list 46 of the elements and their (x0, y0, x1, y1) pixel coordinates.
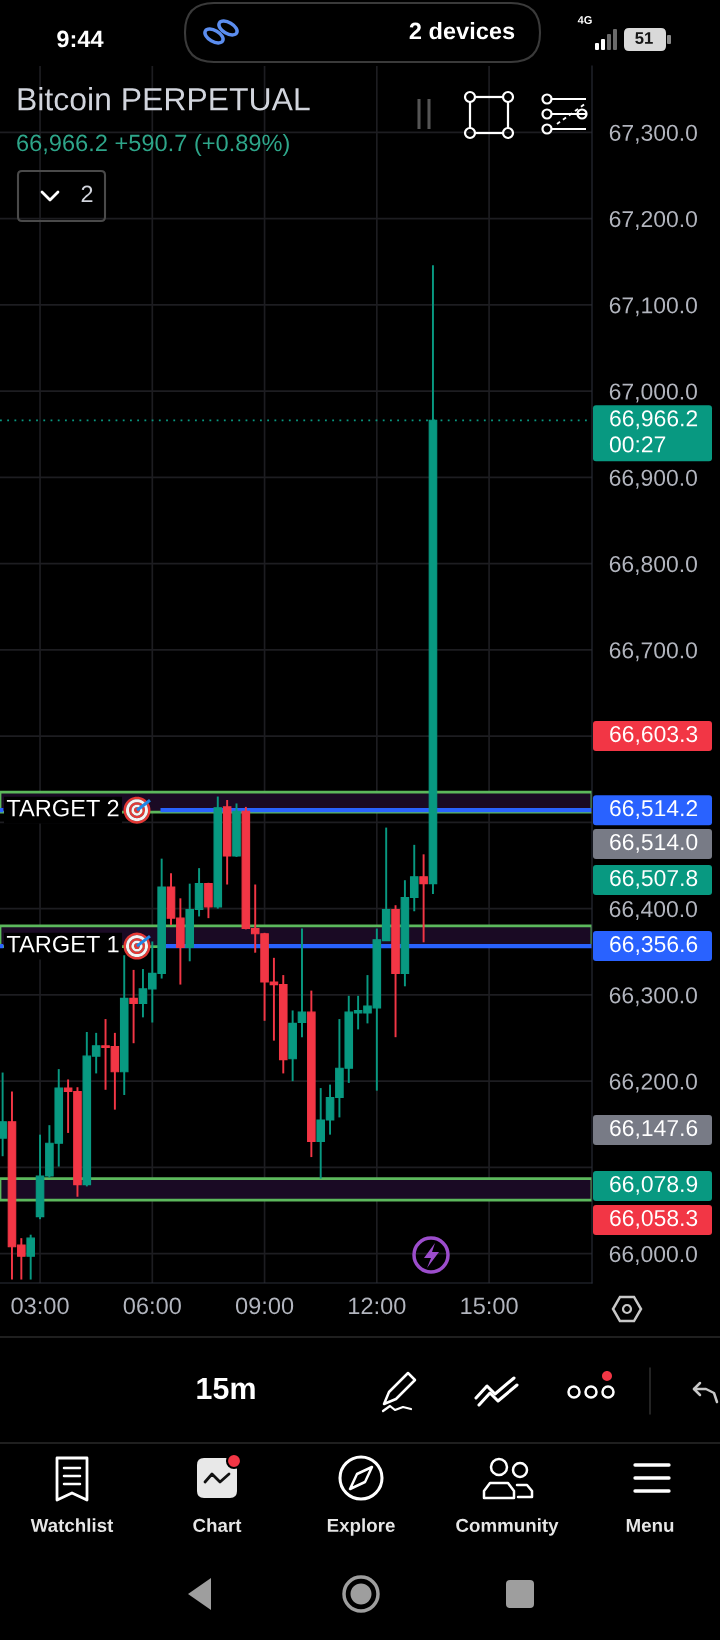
text: 66,078.9 (610, 1175, 698, 1195)
x-tick-label: 06:00 (123, 1297, 181, 1315)
text: 2 devices (409, 22, 515, 40)
text: 66,603.3 (610, 725, 698, 745)
y-tick-label: 67,100.0 (609, 297, 697, 317)
x-tick-label: 15:00 (461, 1297, 518, 1315)
text: 9:44 (57, 30, 104, 48)
text: 00:27 (609, 436, 666, 453)
y-tick-label: 66,900.0 (609, 469, 697, 489)
candlestick (129, 968, 138, 1045)
text: 51 (635, 32, 653, 44)
text: 66,058.3 (610, 1209, 698, 1229)
annotation: TARGET 1 (6, 935, 119, 953)
text: 66,966.2 +590.7 (+0.89%) (17, 134, 289, 156)
y-tick-label: 67,000.0 (609, 383, 697, 403)
candlestick (297, 927, 307, 1039)
text: 4G (577, 16, 592, 24)
y-tick-label: 67,200.0 (609, 210, 697, 230)
ref-line-label: 66,514.2 (610, 800, 698, 820)
text: 66,147.6 (610, 1119, 698, 1139)
text: Bitcoin PERPETUAL (18, 87, 310, 111)
y-tick-label: 66,200.0 (609, 1073, 697, 1093)
annotation: 2 (81, 185, 93, 203)
text: 66,507.8 (610, 869, 698, 889)
y-tick-label: 66,300.0 (609, 987, 697, 1007)
text: Community (456, 1518, 559, 1536)
text: Explore (327, 1518, 395, 1536)
text: Menu (626, 1518, 674, 1533)
y-tick-label: 66,700.0 (609, 642, 697, 662)
x-tick-label: 03:00 (11, 1297, 69, 1315)
annotation: TARGET 2 (6, 799, 119, 817)
y-tick-label: 66,000.0 (609, 1245, 697, 1265)
ref-line-label: 66,966.2 (610, 410, 698, 430)
x-tick-label: 09:00 (235, 1297, 294, 1315)
text: 15m (197, 1377, 255, 1400)
y-tick-label: 66,800.0 (609, 555, 697, 575)
y-tick-label: 66,400.0 (609, 900, 697, 920)
x-tick-label: 12:00 (349, 1297, 406, 1315)
candlestick (26, 1233, 35, 1281)
candlestick (419, 853, 428, 944)
text: Watchlist (30, 1518, 114, 1533)
candlestick (204, 881, 213, 920)
y-tick-label: 67,300.0 (609, 124, 697, 144)
text: Chart (193, 1518, 242, 1533)
text: 66,514.0 (610, 833, 698, 853)
ref-line-label: 66,356.6 (610, 936, 698, 955)
